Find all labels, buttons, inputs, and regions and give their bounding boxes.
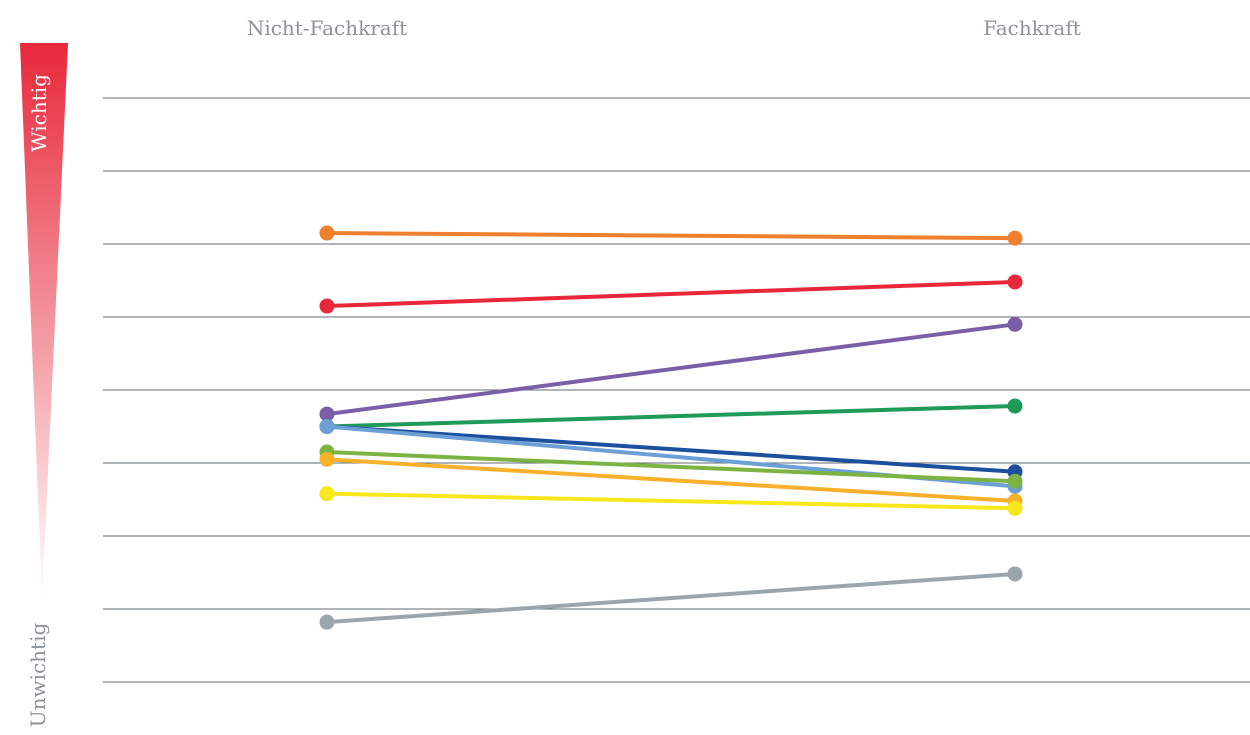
data-point [1007,316,1023,332]
series-layer [319,225,1023,630]
series-3 [319,316,1023,422]
data-point [1007,274,1023,290]
data-point [319,614,335,630]
scale-label-bottom: Unwichtig [26,623,50,728]
series-10 [319,566,1023,630]
gridlines [103,97,1250,683]
data-point [1007,230,1023,246]
series-line [325,571,1017,625]
series-4 [319,398,1023,434]
series-line [325,231,1017,241]
data-point [319,451,335,467]
data-point [319,225,335,241]
series-9 [319,486,1023,516]
data-point [319,486,335,502]
data-point [1007,473,1023,489]
data-point [1007,500,1023,516]
series-line [325,279,1017,309]
series-2 [319,274,1023,314]
series-line [325,322,1017,417]
data-point [319,419,335,434]
data-point [1007,566,1023,582]
column-label-nicht-fachkraft: Nicht-Fachkraft [247,16,407,40]
series-line [325,491,1017,511]
series-line [325,457,1017,503]
data-point [319,406,335,422]
scale-label-top: Wichtig [27,74,51,152]
series-line [325,450,1017,484]
series-5 [319,419,1023,480]
series-1 [319,225,1023,246]
series-line [325,404,1017,429]
data-point [1007,398,1023,414]
importance-wedge [20,43,68,600]
data-point [319,298,335,314]
column-label-fachkraft: Fachkraft [983,16,1081,40]
series-line [325,424,1017,474]
